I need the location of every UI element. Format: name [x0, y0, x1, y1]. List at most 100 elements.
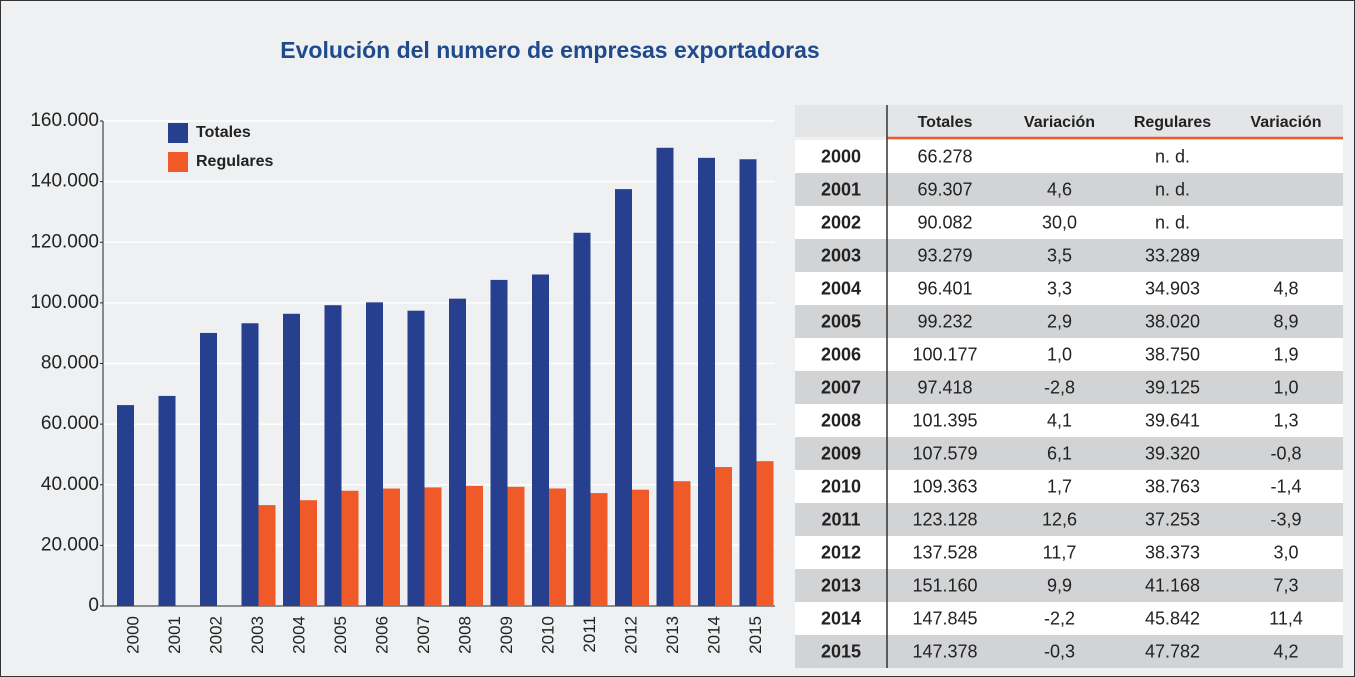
- y-tick-label: 140.000: [30, 171, 99, 192]
- bar: [449, 298, 466, 606]
- bar: [549, 488, 566, 606]
- table-cell: 2006: [821, 344, 861, 364]
- table-cell: 109.363: [912, 476, 977, 496]
- x-tick-label: 2004: [289, 616, 308, 654]
- table-cell: n. d.: [1155, 146, 1190, 166]
- table-header: Totales: [918, 114, 973, 131]
- table-cell: 11,7: [1043, 542, 1077, 562]
- table-cell: 2010: [821, 476, 861, 496]
- bar: [507, 486, 525, 606]
- y-tick-label: 100.000: [30, 292, 99, 313]
- table-cell: 1,0: [1047, 344, 1072, 364]
- bar: [407, 310, 425, 606]
- bar: [324, 305, 342, 606]
- table-cell: 1,9: [1273, 344, 1298, 364]
- legend-swatch: [168, 123, 188, 143]
- chart-title: Evolución del numero de empresas exporta…: [280, 37, 819, 63]
- table-cell: 41.168: [1145, 575, 1200, 595]
- table-cell: 96.401: [917, 278, 972, 298]
- table-cell: 2015: [821, 641, 861, 661]
- table-cell: 39.320: [1145, 443, 1200, 463]
- x-tick-label: 2005: [331, 616, 350, 654]
- table-cell: 2003: [821, 245, 861, 265]
- table-cell: 37.253: [1145, 509, 1200, 529]
- table-cell: 33.289: [1145, 245, 1200, 265]
- bar: [258, 505, 276, 606]
- bar: [158, 395, 176, 606]
- table-cell: 3,0: [1273, 542, 1298, 562]
- x-tick-label: 2010: [538, 616, 557, 654]
- table-cell: 99.232: [917, 311, 972, 331]
- legend-swatch: [168, 152, 188, 172]
- table-cell: 137.528: [912, 542, 977, 562]
- table-cell: 30,0: [1042, 212, 1077, 232]
- table-cell: 2008: [821, 410, 861, 430]
- table-cell: 123.128: [912, 509, 977, 529]
- table-cell: 2004: [821, 278, 861, 298]
- legend-label: Totales: [196, 124, 251, 141]
- y-tick-label: 80.000: [41, 353, 99, 374]
- table-cell: 2001: [821, 179, 861, 199]
- table-cell: 147.845: [912, 608, 977, 628]
- table-cell: 39.125: [1145, 377, 1200, 397]
- x-tick-label: 2013: [663, 616, 682, 654]
- bar: [673, 481, 691, 606]
- table-cell: 69.307: [917, 179, 972, 199]
- table-cell: 7,3: [1273, 575, 1298, 595]
- x-tick-label: 2002: [206, 616, 225, 654]
- table-cell: -0,3: [1044, 641, 1075, 661]
- table-cell: 2014: [821, 608, 861, 628]
- table-cell: 2013: [821, 575, 861, 595]
- table-cell: 38.020: [1145, 311, 1200, 331]
- table-cell: -2,8: [1044, 377, 1075, 397]
- table-cell: 93.279: [917, 245, 972, 265]
- table-cell: 2007: [821, 377, 861, 397]
- table-cell: 1,3: [1273, 410, 1298, 430]
- table-cell: 2009: [821, 443, 861, 463]
- table-cell: 1,0: [1273, 377, 1298, 397]
- bar: [200, 332, 217, 606]
- table-cell: 147.378: [912, 641, 977, 661]
- table-cell: 3,3: [1047, 278, 1072, 298]
- x-tick-label: 2014: [704, 616, 723, 654]
- table-row-bg: [795, 140, 1343, 173]
- table-cell: 2002: [821, 212, 861, 232]
- table-cell: 9,9: [1047, 575, 1072, 595]
- table-cell: 1,7: [1047, 476, 1072, 496]
- bar: [383, 488, 400, 606]
- table-cell: 34.903: [1145, 278, 1200, 298]
- table-cell: -1,4: [1270, 476, 1301, 496]
- bar: [424, 487, 442, 606]
- table-cell: 12,6: [1042, 509, 1077, 529]
- y-tick-label: 60.000: [41, 413, 99, 434]
- table-header: Variación: [1024, 114, 1095, 131]
- bar: [590, 493, 608, 606]
- table-cell: 66.278: [917, 146, 972, 166]
- x-tick-label: 2012: [621, 616, 640, 654]
- table-cell: 2012: [821, 542, 861, 562]
- table-cell: 100.177: [912, 344, 977, 364]
- bar: [715, 467, 732, 606]
- table-cell: 38.763: [1145, 476, 1200, 496]
- table-cell: 39.641: [1145, 410, 1200, 430]
- table-cell: n. d.: [1155, 212, 1190, 232]
- table-header: Variación: [1250, 114, 1321, 131]
- table-cell: 38.750: [1145, 344, 1200, 364]
- table-header: Regulares: [1134, 114, 1211, 131]
- table-cell: -0,8: [1270, 443, 1301, 463]
- bar: [656, 147, 674, 606]
- table-cell: 90.082: [917, 212, 972, 232]
- bar: [300, 500, 317, 606]
- table-cell: 4,6: [1047, 179, 1072, 199]
- table-cell: 45.842: [1145, 608, 1200, 628]
- x-tick-label: 2007: [414, 616, 433, 654]
- legend-label: Regulares: [196, 153, 273, 170]
- table-cell: 4,1: [1047, 410, 1072, 430]
- bar: [756, 461, 774, 606]
- x-tick-label: 2003: [248, 616, 267, 654]
- y-tick-label: 20.000: [41, 534, 99, 555]
- table-cell: 151.160: [912, 575, 977, 595]
- table-cell: 107.579: [912, 443, 977, 463]
- x-tick-label: 2000: [123, 616, 142, 654]
